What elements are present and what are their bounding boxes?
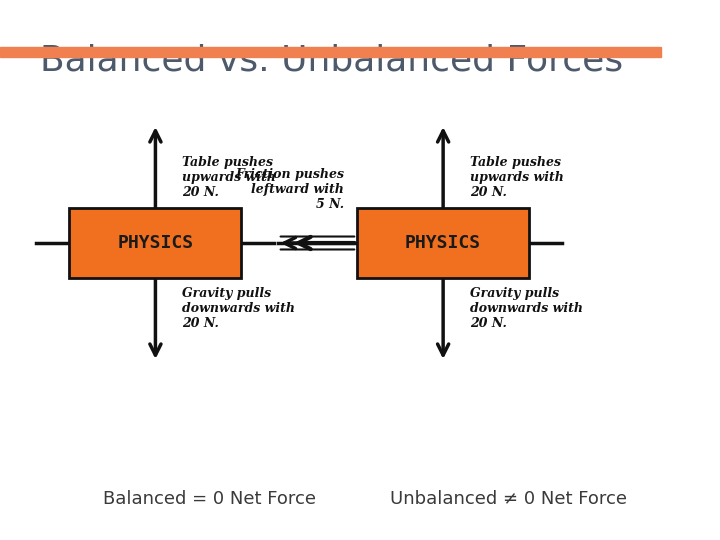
Text: Unbalanced ≠ 0 Net Force: Unbalanced ≠ 0 Net Force bbox=[390, 490, 627, 508]
Text: PHYSICS: PHYSICS bbox=[405, 234, 481, 252]
FancyBboxPatch shape bbox=[357, 208, 529, 278]
Text: Gravity pulls
downwards with
20 N.: Gravity pulls downwards with 20 N. bbox=[469, 287, 582, 330]
Text: Table pushes
upwards with
20 N.: Table pushes upwards with 20 N. bbox=[469, 156, 564, 199]
Text: PHYSICS: PHYSICS bbox=[117, 234, 194, 252]
Bar bbox=[0, 47, 662, 57]
Text: Table pushes
upwards with
20 N.: Table pushes upwards with 20 N. bbox=[182, 156, 276, 199]
FancyBboxPatch shape bbox=[69, 208, 241, 278]
Text: Balanced vs. Unbalanced Forces: Balanced vs. Unbalanced Forces bbox=[40, 43, 623, 77]
Text: Gravity pulls
downwards with
20 N.: Gravity pulls downwards with 20 N. bbox=[182, 287, 295, 330]
Text: Friction pushes
leftward with
5 N.: Friction pushes leftward with 5 N. bbox=[235, 167, 344, 211]
Text: Balanced = 0 Net Force: Balanced = 0 Net Force bbox=[102, 490, 315, 508]
